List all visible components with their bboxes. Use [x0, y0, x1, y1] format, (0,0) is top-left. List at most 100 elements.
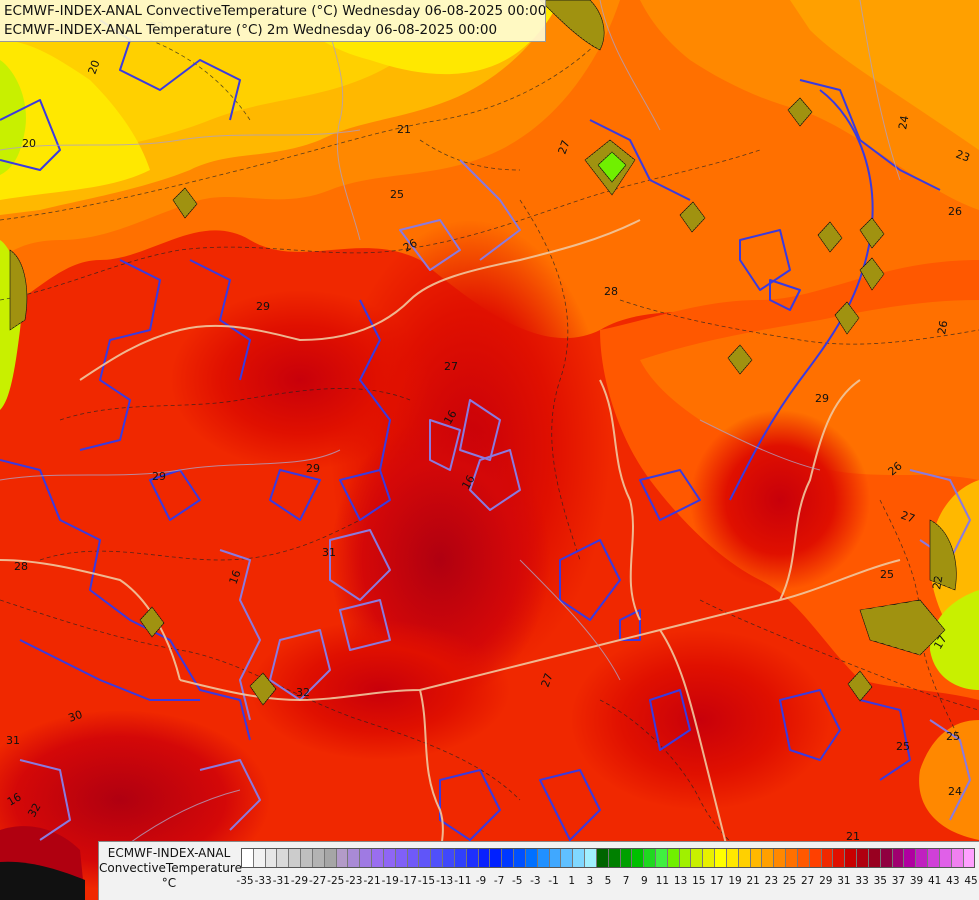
legend-swatch: [301, 849, 313, 867]
cell-north-edge: [539, 0, 605, 51]
legend-swatch: [336, 849, 349, 867]
legend-swatch: [762, 849, 775, 867]
contour-label: 21: [846, 830, 860, 843]
legend-title: ECMWF-INDEX-ANAL ConvectiveTemperature °…: [99, 846, 242, 891]
contour-label: 20: [22, 137, 36, 150]
legend-swatch: [620, 849, 633, 867]
legend-tick-label: 1: [568, 875, 576, 887]
legend-tick-label: 17: [710, 875, 724, 887]
contour-label: 16: [459, 473, 477, 492]
legend-swatch: [419, 849, 432, 867]
contour-label: 28: [14, 560, 28, 573]
legend-swatch: [395, 849, 408, 867]
legend-swatch: [478, 849, 491, 867]
southwest-black-area: [0, 861, 85, 900]
legend-swatch: [857, 849, 869, 867]
legend-tick-label: -1: [548, 875, 559, 887]
legend-swatch: [585, 849, 597, 867]
legend-swatch: [963, 849, 975, 867]
legend-swatch: [715, 849, 727, 867]
legend-tick-label: 25: [782, 875, 797, 887]
legend-tick-label: -35: [236, 875, 254, 887]
contour-label: 20: [86, 58, 103, 76]
legend-swatch: [738, 849, 751, 867]
contour-label: 24: [948, 785, 962, 798]
legend-tick-label: -17: [399, 875, 417, 887]
south-hot-core: [250, 620, 510, 760]
legend-tick-label: 11: [655, 875, 670, 887]
cell-ne2: [787, 97, 813, 127]
legend-swatch: [573, 849, 586, 867]
contour-label: 16: [5, 790, 24, 808]
legend-tick-label: -7: [493, 875, 505, 887]
legend-tick-label: -25: [327, 875, 345, 887]
legend-tick-label: 5: [604, 875, 612, 887]
legend-title-line2: ConvectiveTemperature: [99, 861, 242, 875]
contour-label: 16: [441, 408, 459, 427]
legend-swatch: [868, 849, 881, 867]
legend-swatch: [312, 849, 325, 867]
legend-swatch: [939, 849, 952, 867]
contour-label: 27: [539, 671, 556, 689]
legend-tick-label: -31: [272, 875, 290, 887]
legend-tick-label: 15: [692, 875, 706, 887]
cell-ne1: [679, 201, 706, 233]
legend-swatch: [774, 849, 787, 867]
contour-label: 24: [896, 114, 911, 130]
legend-swatch: [644, 849, 656, 867]
legend-tick-label: 7: [622, 875, 630, 887]
legend-swatch: [821, 849, 834, 867]
contour-label: 30: [67, 708, 85, 725]
legend-swatch: [525, 849, 538, 867]
cell-east: [727, 344, 753, 375]
legend-swatch: [490, 849, 503, 867]
legend-swatch: [407, 849, 420, 867]
legend-tick-label: -11: [454, 875, 472, 887]
contour-label: 26: [948, 205, 962, 218]
contour-label: 31: [6, 734, 20, 747]
contour-label: 27: [556, 138, 573, 156]
legend-swatch: [502, 849, 515, 867]
contour-label: 26: [935, 319, 950, 335]
legend-tick-label: 23: [764, 875, 779, 887]
contour-label: 25: [946, 730, 960, 743]
legend-tick-label: -15: [417, 875, 436, 887]
cell-sw1: [139, 606, 165, 638]
cell-ne6: [834, 301, 860, 335]
cell-north-center: [597, 151, 627, 183]
legend-tick-label: -23: [345, 875, 363, 887]
legend-swatch: [691, 849, 704, 867]
title-line-convective: ECMWF-INDEX-ANAL ConvectiveTemperature (…: [4, 3, 546, 19]
contour-label: 29: [306, 462, 320, 475]
legend-swatch: [360, 849, 373, 867]
legend-swatch: [655, 849, 668, 867]
legend-tick-label: 27: [800, 875, 815, 887]
legend-swatch: [845, 849, 858, 867]
legend-tick-label: 9: [640, 875, 648, 887]
legend-swatch: [750, 849, 763, 867]
contour-label: 29: [152, 470, 166, 483]
cell-ne4: [859, 217, 885, 249]
northwest-hot-core: [170, 290, 430, 470]
cell-se-edge: [929, 519, 957, 591]
southeast-hot-core: [570, 630, 830, 810]
legend-swatch: [514, 849, 526, 867]
legend-swatch: [786, 849, 798, 867]
contour-label: 28: [604, 285, 618, 298]
contour-label: 21: [397, 123, 411, 136]
cell-sw2: [249, 672, 277, 706]
country-borders: [0, 219, 901, 900]
legend-swatch: [289, 849, 302, 867]
cell-se-large: [859, 599, 946, 656]
cell-west-edge: [9, 249, 28, 331]
contour-label: 17: [931, 633, 949, 652]
contour-label: 25: [896, 740, 910, 753]
contour-label: 31: [322, 546, 336, 559]
legend-swatch: [951, 849, 964, 867]
legend-tick-label: 33: [855, 875, 869, 887]
legend-swatch: [454, 849, 467, 867]
legend-unit: °C: [161, 876, 177, 890]
legend-swatch: [892, 849, 905, 867]
legend-swatch: [608, 849, 621, 867]
